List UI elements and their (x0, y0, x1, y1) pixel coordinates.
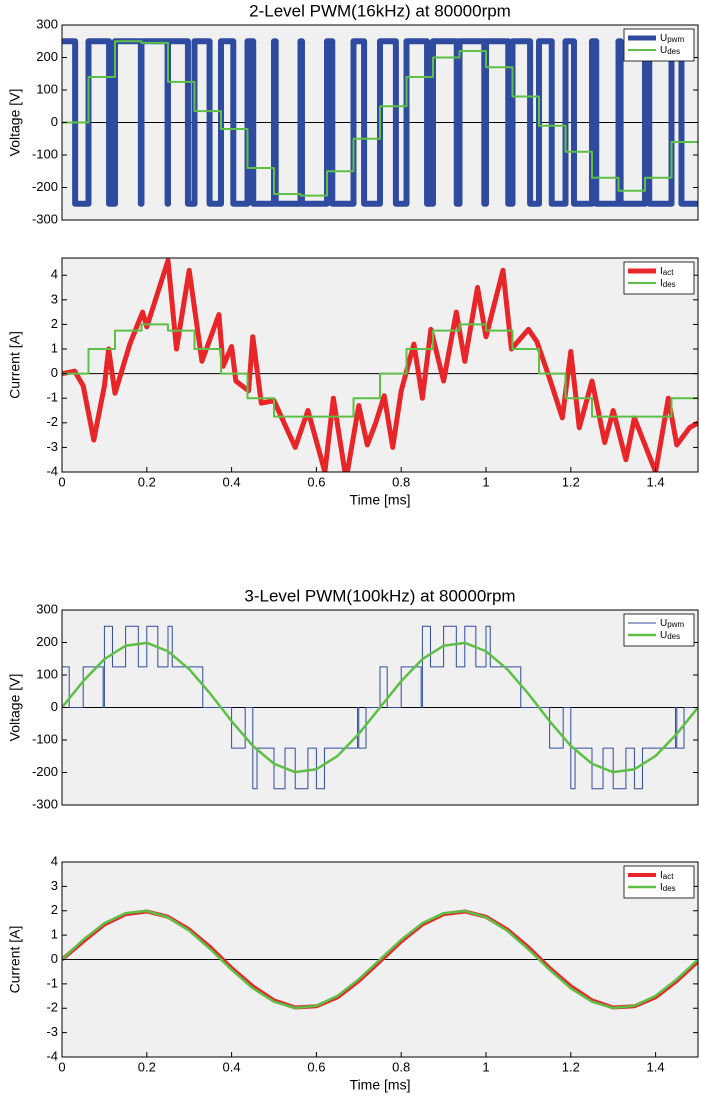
y-tick-label: 0 (51, 699, 58, 714)
subplot: -300 -200 -100 0 100 200 300 2-Level PWM(16kHz)… (7, 1, 699, 226)
chart-title: 3-Level PWM(100kHz) at 80000rpm (244, 586, 515, 605)
x-tick-label: 0 (58, 474, 65, 489)
y-tick-label: -1 (46, 975, 58, 990)
y-tick-label: 0 (51, 951, 58, 966)
subplot: -300 -200 -100 0 100 200 300 3-Level PWM(100kHz… (7, 586, 699, 811)
y-tick-label: 300 (36, 16, 58, 31)
y-tick-label: -300 (32, 211, 58, 226)
plot-area (62, 258, 698, 472)
y-tick-label: 1 (51, 340, 58, 355)
y-tick-label: 3 (51, 878, 58, 893)
y-tick-label: -4 (46, 463, 58, 478)
series-line (62, 641, 698, 774)
x-tick-label: 0.8 (392, 1059, 410, 1074)
y-tick-label: -100 (32, 146, 58, 161)
y-tick-label: -3 (46, 439, 58, 454)
legend-label: Udes (660, 630, 680, 641)
x-tick-label: 1.4 (647, 1059, 665, 1074)
legend-label: Upwm (660, 33, 684, 44)
legend-label: Upwm (660, 618, 684, 629)
y-tick-label: 4 (51, 267, 58, 282)
y-tick-label: 2 (51, 316, 58, 331)
legend-label: Ides (660, 278, 676, 289)
y-tick-label: 200 (36, 49, 58, 64)
plot-frame (61, 257, 699, 473)
y-tick-label: 100 (36, 666, 58, 681)
series-line (62, 258, 698, 472)
y-axis-label: Current [A] (7, 926, 23, 994)
y-axis-label: Current [A] (7, 331, 23, 399)
y-tick-label: -2 (46, 414, 58, 429)
legend-label: Udes (660, 45, 680, 56)
y-tick-label: 200 (36, 634, 58, 649)
subplot: -4 -3 -2 -1 0 1 2 3 4 0 0.2 0.4 0.6 0.8 1 1.2 1.4 Current… (7, 257, 699, 508)
legend-box (623, 613, 695, 647)
legend-box (623, 28, 695, 62)
y-tick-label: -2 (46, 1000, 58, 1015)
x-tick-label: 1.2 (562, 474, 580, 489)
chart-title: 2-Level PWM(16kHz) at 80000rpm (249, 1, 511, 20)
y-tick-label: 1 (51, 927, 58, 942)
x-tick-label: 0.2 (138, 474, 156, 489)
legend-label: Iact (660, 266, 674, 277)
series-line (62, 40, 698, 197)
y-tick-label: 0 (51, 365, 58, 380)
x-axis-label: Time [ms] (350, 492, 411, 508)
x-tick-label: 1.2 (562, 1059, 580, 1074)
y-tick-label: 300 (36, 601, 58, 616)
legend-box (623, 865, 695, 899)
y-axis-label: Voltage [V] (7, 89, 23, 157)
x-axis-label: Time [ms] (350, 1077, 411, 1093)
y-tick-label: -300 (32, 796, 58, 811)
y-tick-label: 2 (51, 902, 58, 917)
x-tick-label: 0 (58, 1059, 65, 1074)
series-line (62, 625, 698, 790)
x-tick-label: 0.4 (223, 1059, 241, 1074)
y-tick-label: -1 (46, 390, 58, 405)
y-tick-label: 100 (36, 81, 58, 96)
x-tick-label: 1.4 (647, 474, 665, 489)
y-tick-label: -4 (46, 1048, 58, 1063)
x-tick-label: 1 (482, 474, 489, 489)
y-tick-label: -100 (32, 731, 58, 746)
y-tick-label: -200 (32, 764, 58, 779)
x-tick-label: 1 (482, 1059, 489, 1074)
x-tick-label: 0.2 (138, 1059, 156, 1074)
y-tick-label: 3 (51, 291, 58, 306)
series-line (62, 909, 698, 1010)
y-tick-label: -3 (46, 1024, 58, 1039)
subplot: -4 -3 -2 -1 0 1 2 3 4 0 0.2 0.4 0.6 0.8 1 1.2 1.4 Current… (7, 853, 699, 1093)
x-tick-label: 0.6 (307, 1059, 325, 1074)
legend-label: Iact (660, 870, 674, 881)
y-tick-label: -200 (32, 179, 58, 194)
series-line (62, 323, 698, 418)
y-axis-label: Voltage [V] (7, 674, 23, 742)
y-tick-label: 0 (51, 114, 58, 129)
x-tick-label: 0.4 (223, 474, 241, 489)
y-tick-label: 4 (51, 853, 58, 868)
x-tick-label: 0.8 (392, 474, 410, 489)
legend-label: Ides (660, 882, 676, 893)
legend-box (623, 261, 695, 295)
x-tick-label: 0.6 (307, 474, 325, 489)
